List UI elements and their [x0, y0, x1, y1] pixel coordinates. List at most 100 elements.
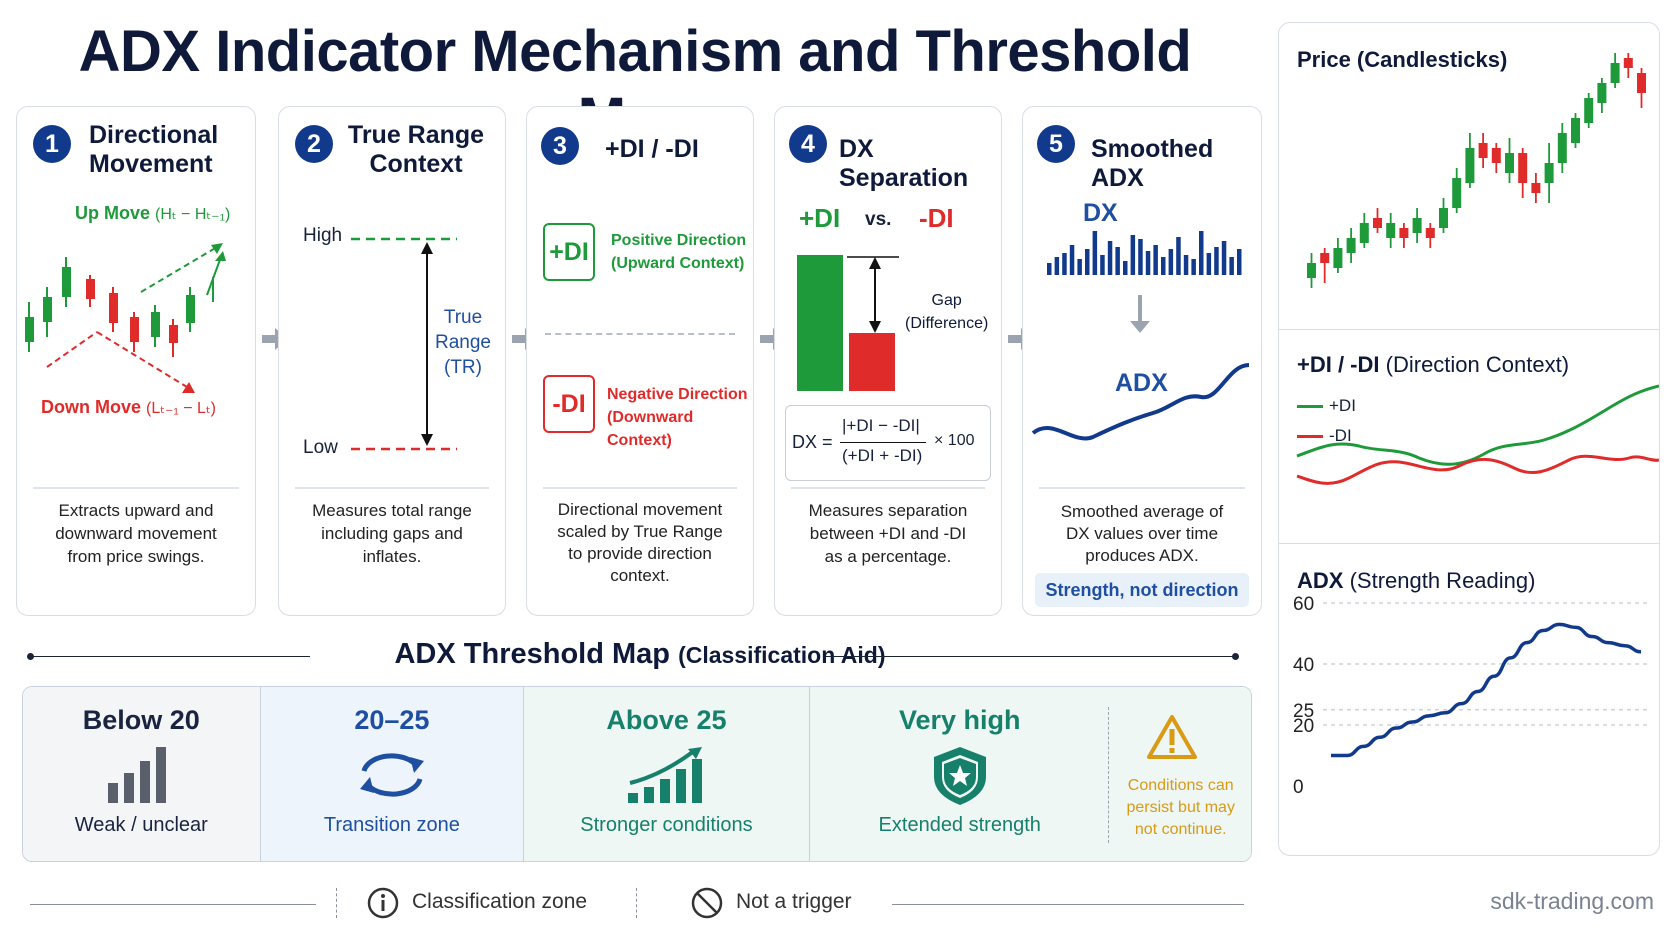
step-number-badge: 1	[33, 125, 71, 163]
negative-di-badge: -DI	[543, 375, 595, 433]
candle-body	[1623, 58, 1633, 68]
zone-20-25: 20–25 Transition zone	[260, 687, 525, 861]
directional-movement-illustration	[25, 243, 226, 393]
legend-swatch	[1297, 435, 1323, 439]
legend-separator	[636, 888, 637, 918]
heading-rule-right	[826, 656, 1236, 657]
candle-body	[1518, 153, 1528, 183]
warning-icon	[1146, 715, 1197, 759]
candle-body	[1557, 133, 1567, 163]
y-tick-label: 0	[1293, 777, 1304, 798]
heading-dot-right	[1232, 653, 1239, 660]
candle-body	[1465, 148, 1475, 183]
step-card-directional-movement: 1 Directional Movement Up Move (Hₜ − Hₜ₋…	[16, 106, 256, 616]
card-divider	[33, 487, 239, 489]
dx-bar	[1153, 245, 1158, 275]
low-label: Low	[303, 437, 338, 458]
vs-label: vs.	[865, 209, 892, 230]
dx-bar	[1191, 259, 1196, 275]
down-move-label: Down Move (Lₜ₋₁ − Lₜ)	[41, 397, 216, 417]
dx-formula-box: DX = |+DI − -DI| (+DI + -DI) × 100	[785, 405, 991, 481]
heading-dot-left	[27, 653, 34, 660]
di-line-chart	[1296, 384, 1659, 485]
dx-bar	[1183, 255, 1189, 275]
candle-body	[1425, 228, 1435, 238]
zone-description: Extended strength	[878, 814, 1041, 836]
signal-bars-icon	[108, 747, 167, 803]
zone-above-25: Above 25 Stronger conditions	[524, 687, 810, 861]
candle-body	[1597, 83, 1607, 103]
dx-bar	[1237, 249, 1242, 275]
plus-di-label: +DI	[799, 203, 841, 233]
down-arrow-head	[1130, 321, 1150, 333]
dx-bar	[1100, 255, 1105, 275]
y-tick-label: 25	[1293, 701, 1314, 722]
step-title-line2: Movement	[89, 150, 213, 178]
candle-body	[1610, 63, 1620, 83]
step-description: Extracts upward and downward movement from…	[55, 501, 217, 566]
candle-body	[1359, 223, 1369, 243]
dx-bar	[1229, 257, 1234, 275]
step-title-line1: Directional	[89, 121, 219, 149]
legend-rule-left	[30, 904, 316, 905]
up-move-label: Up Move (Hₜ − Hₜ₋₁)	[75, 203, 231, 223]
zone-label: Below 20	[82, 705, 200, 735]
step-title: Smoothed ADX	[1091, 135, 1214, 192]
step-number-badge: 3	[541, 127, 579, 165]
candle-body	[1544, 163, 1554, 183]
zone-very-high: Very high Extended strength Conditions c…	[809, 687, 1251, 861]
dx-bar	[1115, 247, 1120, 275]
minus-di-line	[1296, 454, 1659, 485]
legend-classification-zone: Classification zone	[412, 890, 588, 913]
step-description: Measures total range including gaps and in…	[312, 501, 472, 566]
adx-panel: ADX (Strength Reading) 60 40 25 20 0	[1278, 544, 1660, 856]
dx-bar	[1077, 259, 1082, 275]
legend-separator	[336, 888, 337, 918]
candle-body	[1320, 253, 1330, 263]
dx-bar	[1145, 251, 1151, 275]
adx-series-line	[1331, 622, 1642, 758]
zone-dashed-separator	[1107, 707, 1109, 843]
dx-bar	[1206, 253, 1212, 275]
dx-bar	[1161, 257, 1166, 275]
candle-body	[1373, 218, 1382, 228]
zone-label: 20–25	[354, 705, 430, 735]
dx-bar	[1168, 249, 1174, 275]
candle-body	[1333, 248, 1343, 268]
step-title: +DI / -DI	[605, 135, 699, 163]
di-panel-title: +DI / -DI (Direction Context)	[1297, 352, 1570, 377]
legend-swatch	[1297, 405, 1323, 409]
strength-badge: Strength, not direction	[1035, 573, 1249, 607]
y-tick-label: 20	[1293, 716, 1314, 737]
y-tick-label: 60	[1293, 594, 1314, 615]
info-icon	[367, 887, 399, 919]
prohibited-icon	[691, 887, 723, 919]
rising-bars-icon	[628, 747, 703, 803]
candle-body	[1452, 178, 1462, 208]
candle-body	[1584, 98, 1594, 123]
positive-di-badge: +DI	[543, 223, 595, 281]
formula-bar	[840, 442, 926, 443]
true-range-illustration	[351, 237, 457, 451]
positive-direction-label: Positive Direction (Upward Context)	[611, 232, 747, 272]
dx-bar	[1138, 239, 1143, 275]
step-title: True Range Context	[347, 121, 485, 178]
negative-direction-label: Negative Direction (Downward Context)	[607, 386, 748, 449]
dx-bars-illustration	[1031, 231, 1250, 441]
formula-numerator: |+DI − -DI|	[842, 416, 920, 435]
gap-label: Gap (Difference)	[905, 292, 989, 332]
card-dashed-divider	[545, 333, 735, 335]
formula-multiplier: × 100	[934, 432, 975, 449]
candle-body	[1307, 263, 1316, 278]
step-card-dx-separation: 4 DX Separation +DI vs. -DI Gap (Differen…	[774, 106, 1002, 616]
zone-label: Very high	[898, 705, 1021, 735]
card-divider	[543, 487, 737, 489]
zone-below-20: Below 20 Weak / unclear	[23, 687, 261, 861]
dx-label: DX	[1083, 199, 1118, 227]
candle-body	[1491, 148, 1501, 163]
candle-body	[1505, 153, 1514, 173]
step-number-badge: 5	[1037, 125, 1075, 163]
zone-label: Above 25	[606, 705, 727, 735]
card-divider	[1039, 487, 1245, 489]
dx-bar	[1107, 241, 1113, 275]
